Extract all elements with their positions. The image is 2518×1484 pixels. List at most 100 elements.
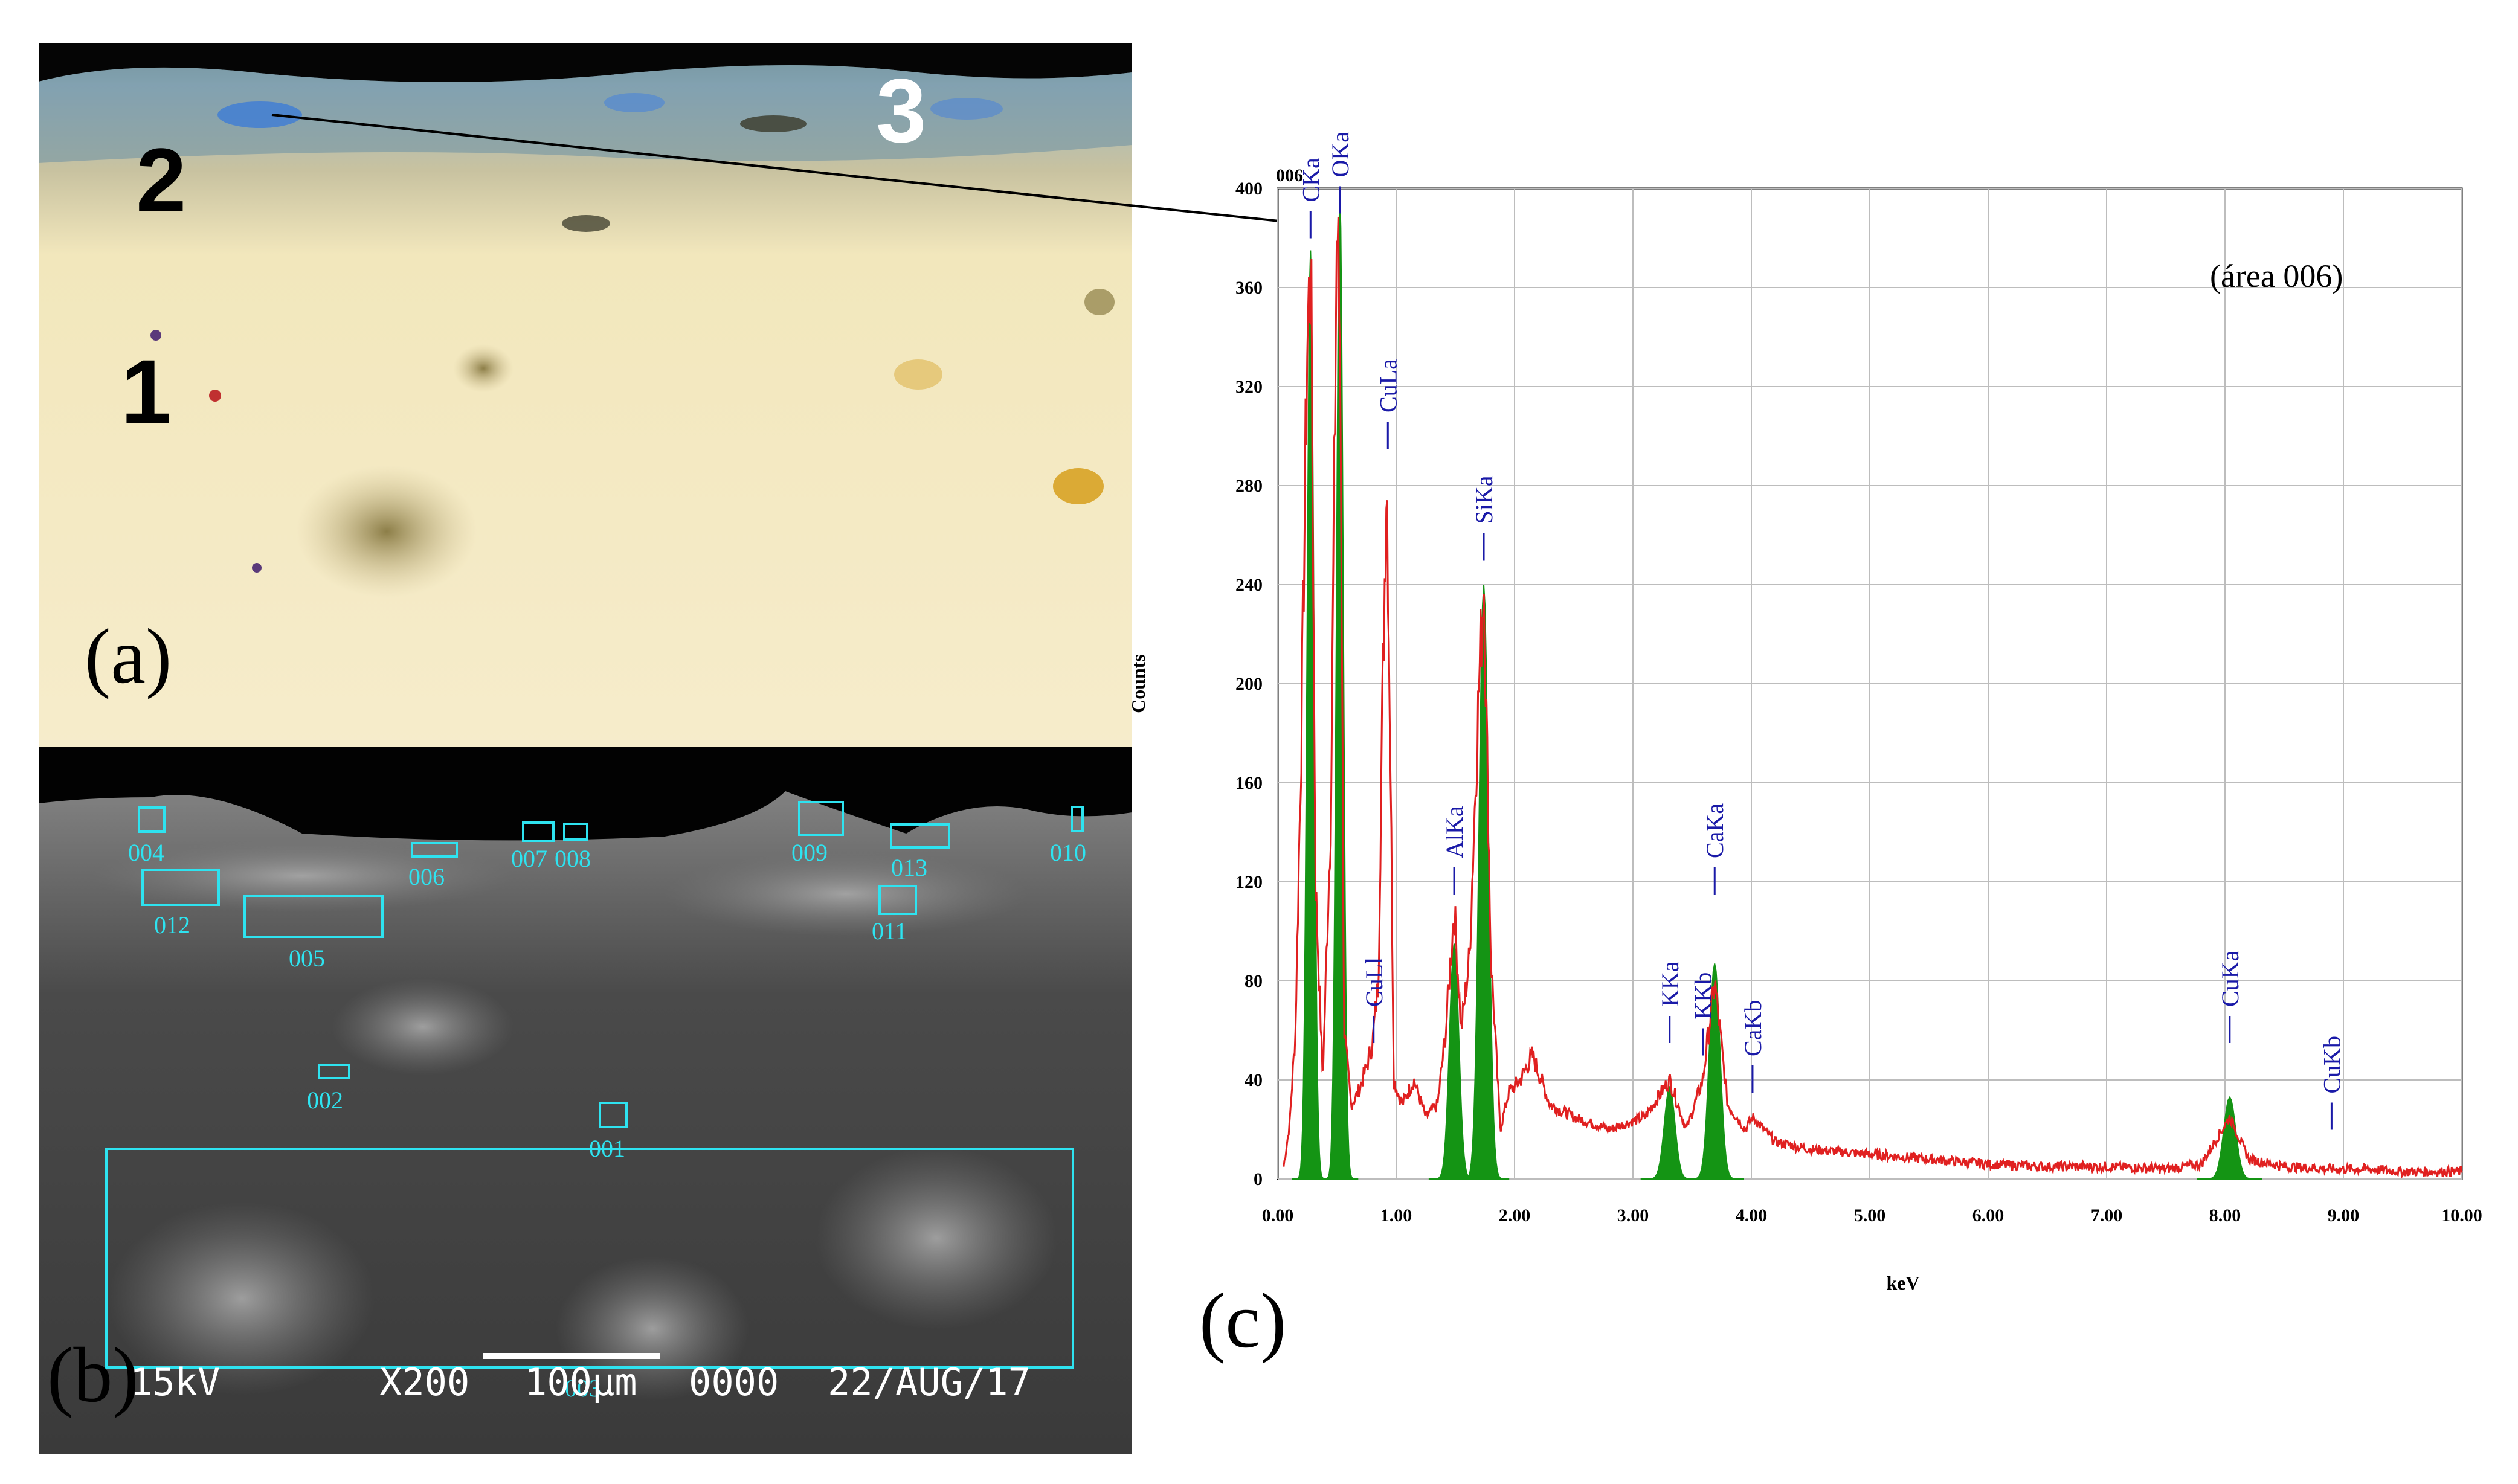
yellow-inclusion: [1084, 289, 1115, 315]
y-tick-label: 320: [1235, 377, 1263, 397]
roi-005-box: [243, 895, 384, 938]
x-tick-label: 3.00: [1617, 1206, 1649, 1225]
micrograph-dark-top: [39, 43, 1132, 82]
blue-pigment-spot: [604, 93, 665, 112]
roi-012-box: [141, 869, 220, 906]
layer-2-label: 2: [136, 129, 186, 231]
x-tick-label: 0.00: [1262, 1206, 1294, 1225]
x-tick-label: 7.00: [2091, 1206, 2123, 1225]
y-tick-label: 0: [1254, 1169, 1263, 1189]
sem-bright-region: [91, 840, 514, 912]
roi-002-box: [318, 1064, 350, 1079]
y-tick-label: 200: [1235, 674, 1263, 694]
sem-code: 0000: [689, 1360, 779, 1404]
panel-b: 001 002 003 004 005 006 007 008 009 010 …: [39, 747, 1132, 1454]
x-tick-label: 1.00: [1380, 1206, 1412, 1225]
roi-007-box: [522, 821, 555, 842]
scale-bar: [483, 1353, 660, 1359]
y-tick-label: 240: [1235, 575, 1263, 595]
sem-dark-top: [39, 747, 1132, 841]
layer-3-label: 3: [876, 60, 926, 161]
peak-label: CKa: [1297, 158, 1324, 202]
yellow-inclusion: [1053, 468, 1104, 504]
sem-bright-region: [665, 852, 1027, 936]
roi-label: 008: [555, 845, 591, 872]
layer-1-label: 1: [121, 341, 171, 442]
roi-004-box: [138, 806, 166, 833]
plot-grid: [1277, 187, 2463, 1180]
dark-inclusion: [453, 344, 514, 393]
panel-c-label: (c): [1199, 1277, 1286, 1364]
element-peak: [2197, 1096, 2262, 1180]
peak-label: CaKa: [1701, 803, 1728, 858]
sem-magnification: X200: [379, 1360, 469, 1404]
peak-label: OKa: [1327, 132, 1354, 178]
y-tick-label: 400: [1235, 179, 1263, 199]
spectrum-line: [1283, 217, 2463, 1179]
sem-voltage: 15kV: [130, 1360, 220, 1404]
x-tick-label: 10.00: [2441, 1206, 2482, 1225]
roi-label: 007: [511, 845, 547, 872]
x-axis-title: keV: [1886, 1272, 1919, 1294]
element-peaks: [1292, 193, 2262, 1180]
red-inclusion: [209, 390, 221, 402]
sem-bright-region: [332, 978, 514, 1075]
sem-info-bar: 15kV X200 100µm 0000 22/AUG/17: [130, 1360, 1031, 1404]
x-tick-label: 2.00: [1499, 1206, 1531, 1225]
blue-surface-layer: [39, 65, 1132, 164]
roi-label: 006: [408, 863, 445, 890]
dark-inclusion: [296, 465, 477, 598]
dark-inclusion: [562, 215, 610, 232]
y-axis-title: Counts: [1127, 654, 1149, 713]
roi-label: 005: [289, 945, 325, 972]
roi-label: 004: [128, 839, 164, 866]
roi-label: 010: [1050, 839, 1086, 866]
peak-label: CuLa: [1374, 359, 1402, 413]
peak-label: SiKa: [1470, 475, 1498, 524]
y-tick-label: 160: [1235, 773, 1263, 793]
roi-label: 009: [791, 839, 828, 866]
peak-label: KKa: [1657, 961, 1684, 1007]
roi-008-box: [563, 823, 588, 841]
x-tick-label: 4.00: [1736, 1206, 1768, 1225]
x-tick-label: 9.00: [2328, 1206, 2360, 1225]
peak-label: CuLl: [1360, 957, 1388, 1007]
tick-labels: 0.00 1.00 2.00 3.00 4.00 5.00 6.00 7.00 8.00 9.00…: [1235, 179, 2482, 1225]
roi-labels: 001 002 003 004 005 006 007 008 009 010 …: [128, 839, 1086, 1402]
area-label: (área 006): [2210, 258, 2343, 294]
sem-scale: 100µm: [524, 1360, 637, 1404]
area-top-label: 006: [1276, 165, 1303, 185]
roi-label: 002: [307, 1087, 343, 1114]
panel-b-label: (b): [47, 1332, 139, 1419]
blue-pigment-spot: [930, 98, 1003, 120]
peak-label: KKb: [1690, 972, 1717, 1020]
y-tick-label: 80: [1245, 971, 1263, 991]
roi-boxes: [105, 801, 1084, 1369]
roi-006-box: [411, 842, 458, 858]
roi-013-box: [890, 823, 950, 849]
blue-pigment-spot: [217, 101, 302, 128]
violet-inclusion: [150, 330, 161, 341]
roi-label: 001: [589, 1135, 625, 1162]
dark-inclusion: [740, 115, 807, 132]
roi-010-box: [1071, 806, 1084, 832]
roi-label: 003: [565, 1375, 601, 1402]
x-tick-label: 8.00: [2209, 1206, 2241, 1225]
y-tick-label: 280: [1235, 476, 1263, 496]
peak-label: CaKb: [1739, 1000, 1766, 1056]
sem-bright-region: [816, 1148, 1057, 1329]
panel-a-label: (a): [85, 613, 172, 700]
sem-date: 22/AUG/17: [828, 1360, 1031, 1404]
roi-label: 013: [891, 854, 927, 881]
y-tick-label: 40: [1245, 1070, 1263, 1090]
x-tick-label: 5.00: [1854, 1206, 1886, 1225]
roi-001-box: [599, 1102, 628, 1128]
peak-label: CuKb: [2318, 1036, 2345, 1094]
x-tick-label: 6.00: [1972, 1206, 2004, 1225]
violet-inclusion: [252, 563, 262, 573]
peak-label: AlKa: [1441, 806, 1468, 858]
roi-label: 012: [154, 911, 190, 939]
